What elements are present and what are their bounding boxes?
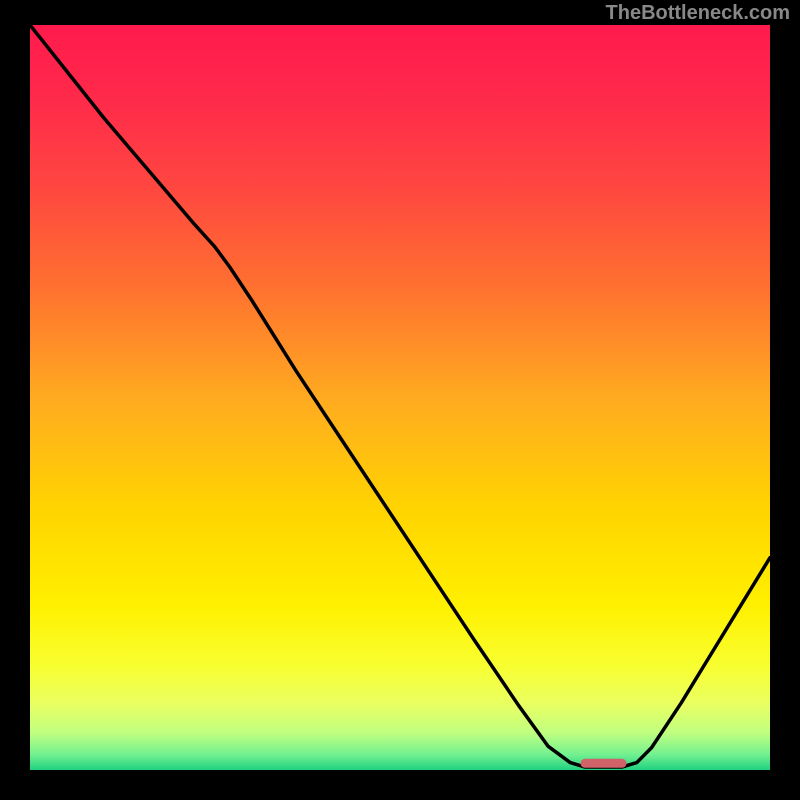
watermark-text: TheBottleneck.com bbox=[606, 2, 790, 25]
bottleneck-chart bbox=[0, 0, 800, 800]
plot-background bbox=[30, 25, 770, 770]
